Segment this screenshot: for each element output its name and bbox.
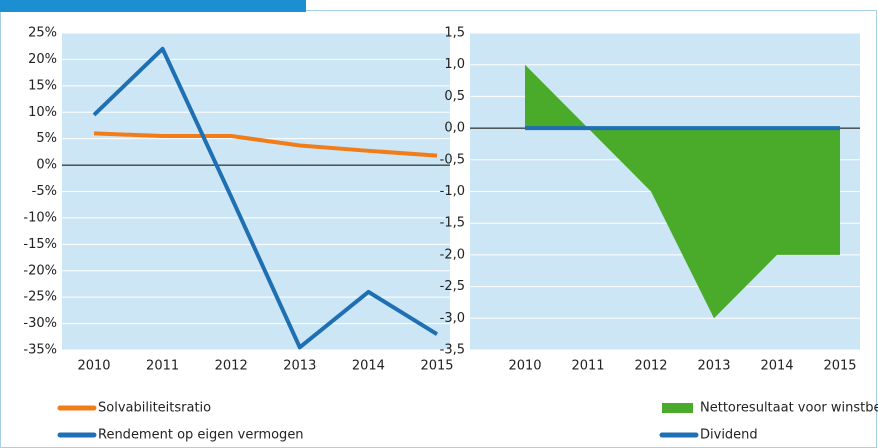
- y-tick-label: 0%: [36, 158, 57, 173]
- y-tick-label: -3,0: [440, 311, 465, 326]
- y-tick-label: 15%: [28, 78, 57, 93]
- y-tick-label: 0,0: [444, 121, 465, 136]
- x-tick-label: 2012: [215, 359, 248, 374]
- x-tick-label: 2011: [146, 359, 179, 374]
- y-tick-label: -35%: [23, 343, 57, 358]
- line: [93, 131, 438, 158]
- x-tick-label: 2011: [571, 359, 604, 374]
- y-tick-label: -2,5: [440, 279, 465, 294]
- legend-label: Dividend: [700, 428, 758, 443]
- y-tick-label: -1,0: [440, 184, 465, 199]
- legend-label: Solvabiliteitsratio: [98, 401, 211, 416]
- y-tick-label: 0,5: [444, 89, 465, 104]
- y-tick-label: 1,5: [444, 26, 465, 41]
- y-tick-label: 10%: [28, 105, 57, 120]
- header-tab: [0, 0, 306, 12]
- legend-label: Nettoresultaat voor winstbestemming: [700, 401, 878, 416]
- area: [525, 64, 840, 319]
- x-tick-label: 2014: [760, 359, 793, 374]
- line: [92, 46, 439, 350]
- legend-label: Rendement op eigen vermogen: [98, 428, 304, 443]
- y-tick-label: -5%: [32, 184, 57, 199]
- x-tick-label: 2010: [508, 359, 541, 374]
- y-tick-label: -3,5: [440, 343, 465, 358]
- y-tick-label: -25%: [23, 290, 57, 305]
- y-tick-label: 25%: [28, 26, 57, 41]
- y-tick-label: -0,5: [440, 152, 465, 167]
- x-tick-label: 2014: [352, 359, 385, 374]
- y-tick-label: 5%: [36, 131, 57, 146]
- y-tick-label: 20%: [28, 52, 57, 67]
- x-tick-label: 2013: [697, 359, 730, 374]
- y-tick-label: -20%: [23, 263, 57, 278]
- y-tick-label: -2,0: [440, 247, 465, 262]
- y-tick-label: -30%: [23, 316, 57, 331]
- x-tick-label: 2010: [77, 359, 110, 374]
- y-tick-label: -10%: [23, 210, 57, 225]
- y-tick-label: -1,5: [440, 216, 465, 231]
- x-tick-label: 2015: [823, 359, 856, 374]
- legend-swatch: [662, 403, 693, 413]
- x-tick-label: 2012: [634, 359, 667, 374]
- x-tick-label: 2015: [420, 359, 453, 374]
- y-tick-label: 1,0: [444, 57, 465, 72]
- x-tick-label: 2013: [283, 359, 316, 374]
- y-tick-label: -15%: [23, 237, 57, 252]
